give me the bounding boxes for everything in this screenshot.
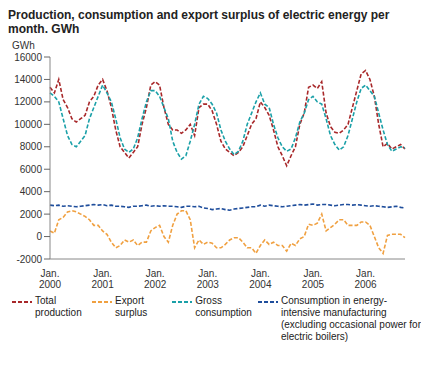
html-text:Gross consumption: Gross consumption [195,295,252,318]
svg-text:Jan.2004: Jan.2004 [249,268,272,290]
svg-text:Jan.2001: Jan.2001 [91,268,114,290]
svg-text:12000: 12000 [14,96,42,107]
svg-text:16000: 16000 [14,52,42,63]
html-text:Production, consumption and ex: Production, consumption and export surpl… [8,8,390,36]
svg-text:8000: 8000 [20,141,43,152]
svg-text:Jan.2002: Jan.2002 [144,268,167,290]
html-text:GWh: GWh [12,40,35,51]
svg-text:2000: 2000 [20,209,43,220]
html-text:Consumption in energy-intensiv: Consumption in energy-intensive manufact… [280,295,421,342]
svg-text:0: 0 [36,231,42,242]
svg-text:14000: 14000 [14,74,42,85]
svg-text:Jan.2003: Jan.2003 [197,268,220,290]
svg-text:Jan.2000: Jan.2000 [39,268,62,290]
svg-text:10000: 10000 [14,119,42,130]
html-text:Export surplus: Export surplus [115,295,148,318]
svg-text:-2000: -2000 [16,254,42,265]
svg-text:6000: 6000 [20,164,43,175]
svg-text:4000: 4000 [20,186,43,197]
svg-text:Jan.2006: Jan.2006 [354,268,377,290]
svg-text:Jan.2005: Jan.2005 [302,268,325,290]
html-text:Total production: Total production [35,295,82,318]
